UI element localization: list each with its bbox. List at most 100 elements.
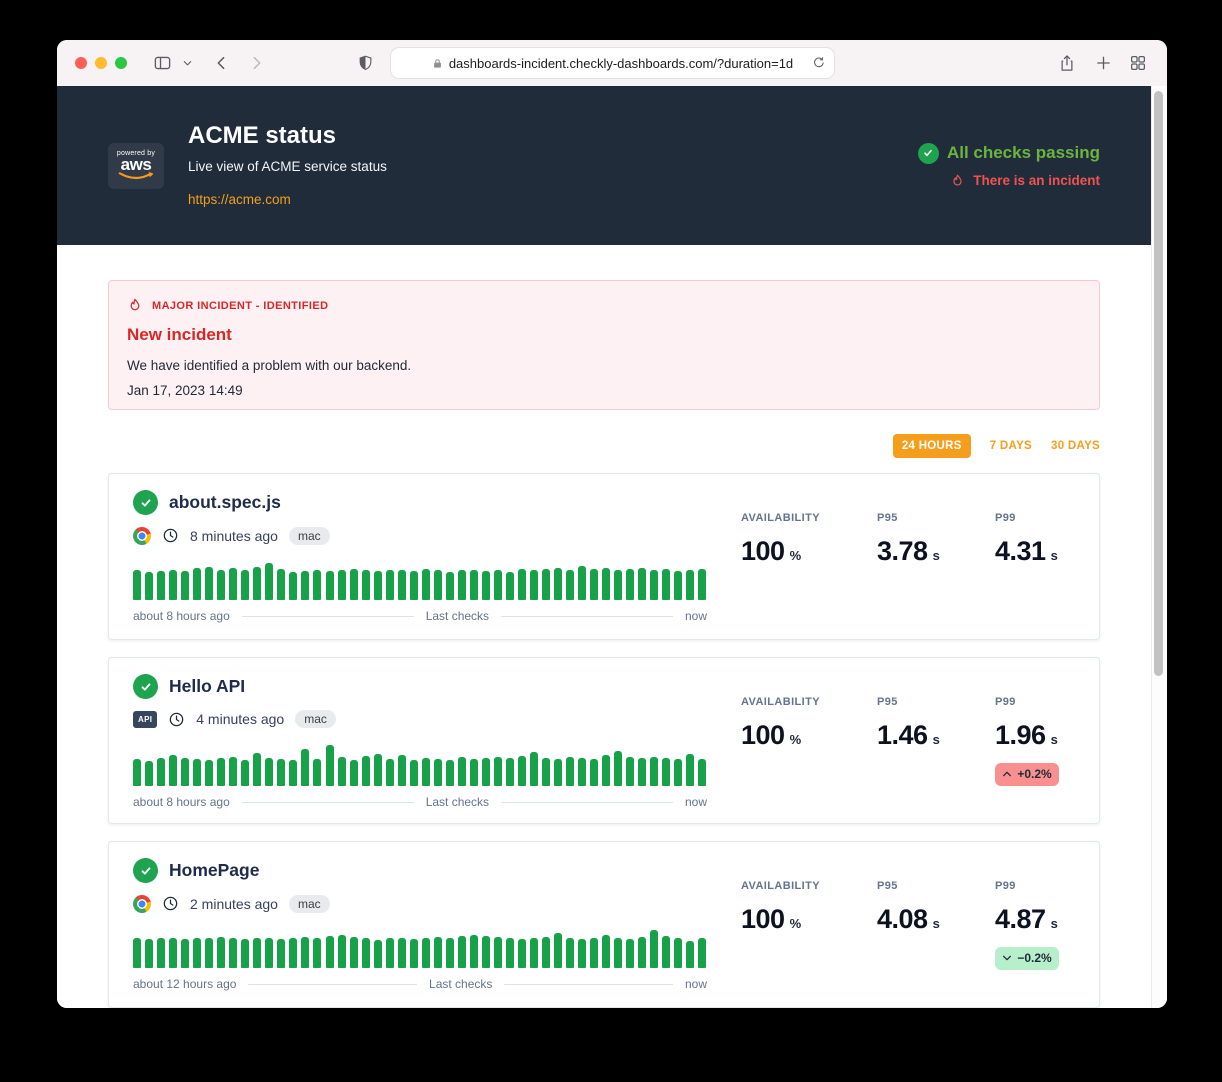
chevron-left-icon (217, 56, 225, 70)
bar (481, 571, 490, 600)
bar (349, 937, 358, 968)
bar (253, 938, 262, 968)
chrome-icon (133, 894, 151, 913)
check-card[interactable]: HomePage 2 minutes ago mac about 12 hour… (108, 841, 1101, 1008)
check-circle-icon (133, 858, 158, 884)
bar (229, 568, 238, 600)
bar (505, 758, 514, 786)
bar (265, 563, 274, 600)
bar (590, 569, 599, 600)
bar (662, 758, 671, 786)
shield-icon (359, 55, 372, 71)
status-passing-label: All checks passing (946, 143, 1101, 162)
back-button[interactable] (213, 55, 230, 72)
bar (277, 569, 286, 600)
sidebar-toggle-button[interactable] (153, 54, 172, 73)
range-tab-7-days[interactable]: 7 DAYS (989, 440, 1033, 452)
share-button[interactable] (1058, 53, 1076, 73)
bar (349, 760, 358, 786)
incident-tag: MAJOR INCIDENT - IDENTIFIED (152, 299, 329, 312)
new-tab-button[interactable] (1095, 55, 1112, 72)
bar (337, 570, 346, 600)
bar-chart (133, 745, 707, 786)
range-tab-30-days[interactable]: 30 DAYS (1051, 440, 1101, 452)
bar (217, 570, 226, 600)
minimize-window-button[interactable] (95, 57, 107, 69)
bar (554, 933, 563, 968)
forward-button[interactable] (248, 55, 265, 72)
p99-value: 4.87 s (995, 903, 1058, 934)
bar (361, 756, 370, 786)
address-bar[interactable]: dashboards-incident.checkly-dashboards.c… (390, 47, 835, 79)
aws-logo-brand: aws (120, 155, 152, 174)
site-link[interactable]: https://acme.com (188, 192, 291, 207)
bar (457, 936, 466, 968)
bar (686, 754, 695, 786)
bar (698, 938, 707, 968)
bar (169, 938, 178, 968)
tab-overview-button[interactable] (1129, 54, 1147, 72)
check-card[interactable]: about.spec.js 8 minutes ago mac about 8 … (108, 473, 1101, 640)
reload-button[interactable] (812, 57, 825, 70)
bar (241, 570, 250, 600)
scrollbar-thumb[interactable] (1154, 91, 1164, 676)
browser-content: powered by aws ACME status Live view of … (57, 86, 1167, 1008)
axis-right-label: now (684, 977, 707, 991)
scrollbar-track[interactable] (1151, 86, 1167, 1008)
bar (505, 938, 514, 968)
bar (313, 759, 322, 786)
bar (169, 755, 178, 786)
flame-icon (130, 298, 140, 311)
availability-label: AVAILABILITY (741, 511, 820, 524)
axis-line (501, 801, 673, 803)
bar (481, 936, 490, 968)
bar (253, 753, 262, 786)
incident-tag-row: MAJOR INCIDENT - IDENTIFIED (127, 297, 1081, 314)
trend-badge-cell (995, 579, 1075, 602)
p95-label: P95 (877, 879, 898, 892)
check-circle-icon (133, 490, 158, 516)
bar (301, 749, 310, 786)
bar (409, 939, 418, 968)
privacy-report-button[interactable] (357, 54, 374, 73)
aws-logo-powered-by: powered by (116, 150, 156, 157)
bar (421, 569, 430, 600)
bar (457, 757, 466, 786)
bar (301, 571, 310, 600)
trend-badge-cell: +0.2% (995, 762, 1075, 786)
bar (698, 569, 707, 600)
bar (277, 939, 286, 968)
zoom-window-button[interactable] (115, 57, 127, 69)
check-name: about.spec.js (169, 492, 281, 513)
clock-icon (169, 712, 184, 726)
bar (337, 757, 346, 786)
bar (385, 759, 394, 786)
dashboard-page: powered by aws ACME status Live view of … (57, 86, 1152, 1008)
bar (698, 759, 707, 786)
bar (169, 570, 178, 600)
range-tab-24-hours[interactable]: 24 HOURS (892, 434, 971, 458)
p95-label: P95 (877, 695, 898, 708)
location-badge: mac (295, 710, 336, 728)
bar (686, 570, 695, 600)
bar (181, 758, 190, 786)
sidebar-chevron-button[interactable] (182, 58, 193, 69)
flame-icon (953, 174, 962, 186)
bar (337, 935, 346, 968)
bar (241, 760, 250, 786)
bar (277, 759, 286, 786)
p99-label: P99 (995, 695, 1016, 708)
bar (626, 757, 635, 786)
clock-icon (163, 528, 178, 543)
trend-chevron-icon (1002, 954, 1012, 962)
check-title-row: Hello API (133, 674, 707, 699)
bar (578, 566, 587, 600)
last-run-text: 4 minutes ago (196, 711, 285, 727)
bar (157, 938, 166, 968)
traffic-lights (75, 57, 127, 69)
close-window-button[interactable] (75, 57, 87, 69)
bar (662, 936, 671, 968)
bar (289, 938, 298, 968)
check-card[interactable]: Hello API API 4 minutes ago mac about 8 … (108, 657, 1101, 824)
